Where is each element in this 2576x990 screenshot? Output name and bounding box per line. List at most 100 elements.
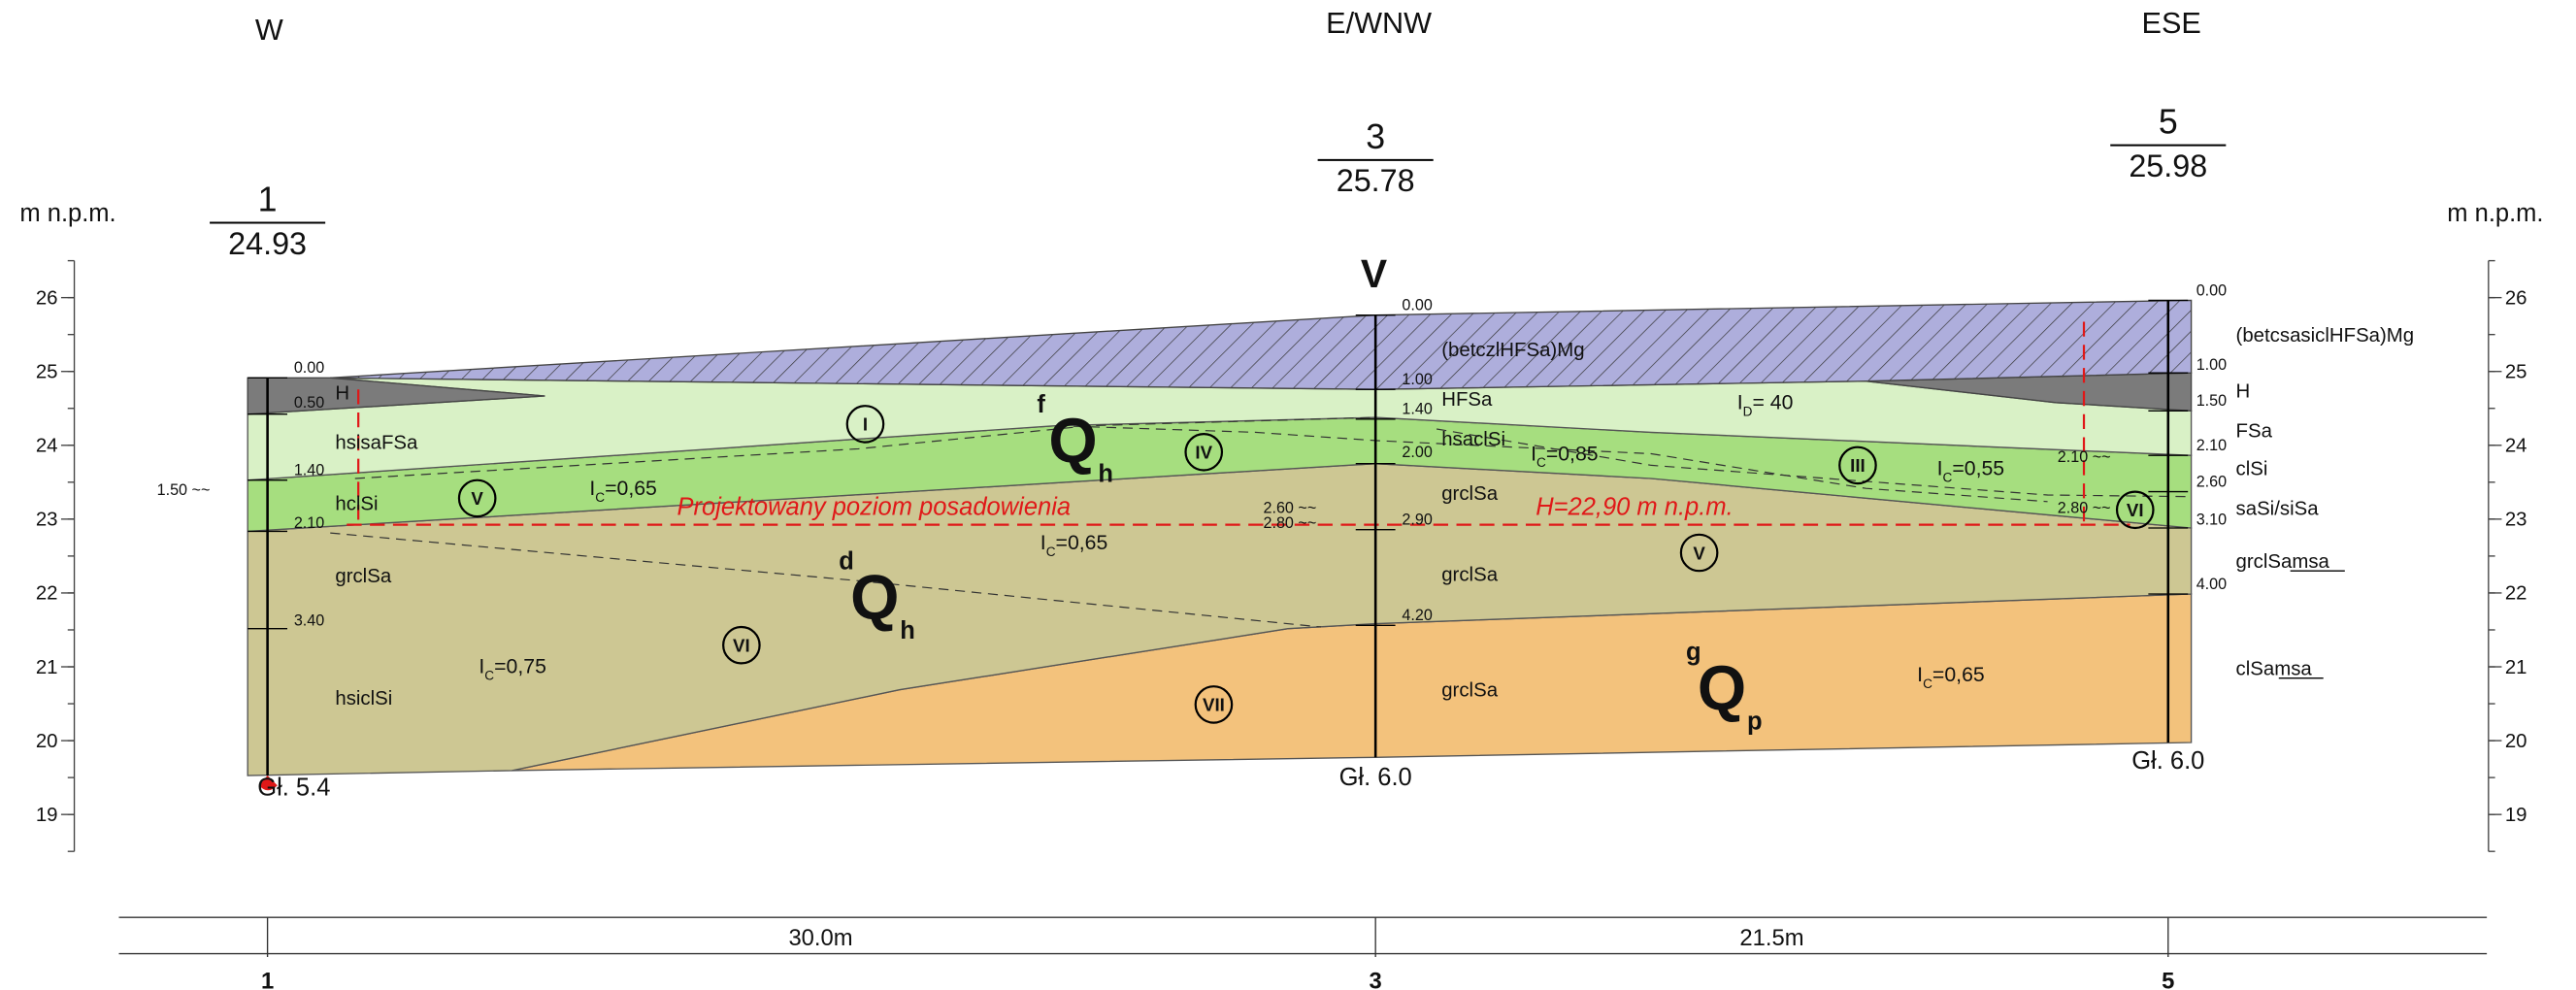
soil-label: (betcsasiclHFSa)Mg (2236, 325, 2415, 346)
direction: W (255, 14, 283, 47)
borehole-number: 5 (2159, 103, 2178, 142)
index-label: IC=0,85 (1531, 442, 1599, 470)
borehole-number: 1 (258, 181, 278, 219)
depth-label: 1.40 (294, 462, 324, 479)
soil-label: grclSa (1441, 564, 1498, 585)
soil-label: grclSamsa (2236, 551, 2330, 573)
distance-table (118, 916, 2488, 957)
index-value: = 40 (1752, 391, 1793, 414)
index-symbol: I (1531, 442, 1536, 465)
tick-label: 21 (2505, 657, 2527, 678)
soil-label: HFSa (1441, 389, 1493, 411)
layer-number: I (863, 414, 868, 435)
index-symbol: I (479, 655, 484, 678)
tick-label: 23 (36, 510, 58, 531)
distance: 30.0m (788, 925, 852, 951)
index-label: ID= 40 (1737, 391, 1794, 419)
tick-label: 20 (2505, 731, 2527, 752)
index-symbol: I (1937, 457, 1943, 480)
layer-circle (845, 405, 885, 444)
index-value: =0,85 (1546, 442, 1599, 465)
strat-symbol: Q (1698, 653, 1746, 723)
index-value: =0,65 (1056, 531, 1108, 554)
index-sub: C (1536, 455, 1546, 470)
depth-label: 1.00 (1402, 371, 1432, 388)
index-value: =0,75 (494, 655, 546, 678)
axis-label: m n.p.m. (2447, 200, 2543, 227)
depth-label: 3.40 (294, 611, 324, 629)
depth-label: 2.60 (2196, 474, 2227, 491)
index-symbol: I (1917, 663, 1923, 686)
index-sub: C (1923, 676, 1932, 691)
depth-label: 1.50 (2196, 392, 2227, 410)
soil-label: hclSi (335, 493, 378, 514)
depth-label: 2.90 (1402, 512, 1432, 529)
index-label: IC=0,65 (1040, 531, 1108, 559)
tick-label: 24 (2505, 436, 2527, 457)
water-level: 2.10 ~~ (2058, 448, 2111, 466)
layer-circle (2115, 490, 2155, 530)
water-level: 2.80 ~~ (2058, 500, 2111, 517)
depth-label: 1.00 (2196, 356, 2227, 374)
tick-label: 26 (2505, 287, 2527, 309)
soil-label: clSamsa (2236, 658, 2313, 679)
borehole-elevation: 25.98 (2129, 148, 2207, 183)
water-level: 2.60 ~~ (1263, 500, 1316, 517)
strat-symbol: Q (1048, 406, 1097, 476)
tick-label: 26 (36, 287, 58, 309)
layer-circle (1838, 446, 1877, 485)
index-symbol: I (1040, 531, 1046, 554)
strat-sup: f (1037, 391, 1045, 418)
depth-label: 4.00 (2196, 576, 2227, 593)
water-level: 1.50 ~~ (157, 481, 211, 499)
soil-label: H (2236, 381, 2251, 403)
depth-label: 3.10 (2196, 512, 2227, 529)
tick-label: 19 (36, 805, 58, 826)
soil-label: hsisaFSa (335, 432, 418, 453)
index-label: IC=0,65 (1917, 663, 1985, 691)
strat-sub: h (1098, 460, 1113, 487)
station-number: 3 (1370, 968, 1382, 990)
soil-label: (betczlHFSa)Mg (1441, 340, 1584, 361)
index-value: =0,65 (1932, 663, 1985, 686)
borehole-elevation: 24.93 (228, 226, 307, 261)
fill-layer (330, 299, 2193, 390)
tick-label: 25 (2505, 362, 2527, 383)
layer-number: III (1850, 455, 1866, 476)
index-label: IC=0,55 (1937, 457, 2005, 485)
strat-symbol: Q (850, 563, 899, 633)
depth-label: 2.10 (294, 514, 324, 532)
index-symbol: I (589, 477, 595, 500)
tick-label: 23 (2505, 510, 2527, 531)
peat-layer-left (247, 377, 545, 415)
depth-label: 0.00 (2196, 281, 2227, 299)
index-label: IC=0,75 (479, 655, 546, 683)
distance: 21.5m (1739, 925, 1803, 951)
layer-number: VI (2127, 500, 2144, 520)
index-sub: D (1743, 404, 1753, 418)
index-value: =0,55 (1952, 457, 2004, 480)
depth-label: 2.00 (1402, 444, 1432, 461)
tick-label: 24 (36, 436, 58, 457)
tick-label: 21 (36, 657, 58, 678)
index-value: =0,65 (605, 477, 657, 500)
soil-label: clSi (2236, 459, 2268, 480)
dashed-boundaries (330, 416, 2192, 628)
borehole-end-marker (259, 776, 278, 791)
depth-label: 2.10 (2196, 437, 2227, 454)
strat-sup: d (839, 548, 854, 576)
direction: ESE (2142, 7, 2201, 40)
marker: V (1361, 251, 1387, 296)
borehole-elevation: 25.78 (1337, 163, 1415, 198)
layer-circle (1679, 533, 1719, 573)
borehole-number: 3 (1366, 117, 1385, 156)
borehole-depth: Gł. 5.4 (257, 774, 330, 801)
layer-circle (1194, 685, 1234, 724)
index-label: IC=0,65 (589, 477, 657, 505)
index-symbol: I (1737, 391, 1743, 414)
soil-label: H (335, 382, 349, 404)
depth-label: 0.00 (1402, 297, 1432, 314)
borehole-depth: Gł. 6.0 (1339, 764, 1412, 791)
foundation-label: Projektowany poziom posadowienia (677, 493, 1072, 520)
